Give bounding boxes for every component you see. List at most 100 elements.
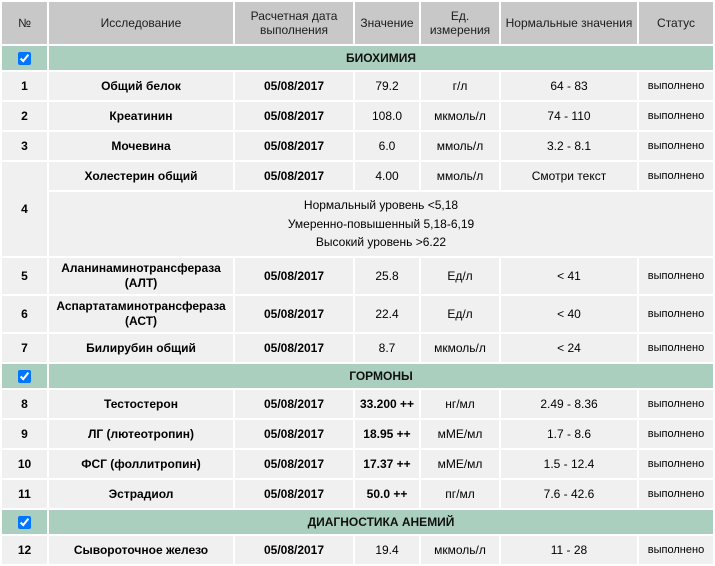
status-text: выполнено xyxy=(639,162,713,190)
table-row: 10 ФСГ (фоллитропин) 05/08/2017 17.37 ++ мМЕ… xyxy=(2,450,713,478)
status-text: выполнено xyxy=(639,258,713,294)
normal-range: 1.5 - 12.4 xyxy=(501,450,637,478)
normal-range: 64 - 83 xyxy=(501,72,637,100)
result-date: 05/08/2017 xyxy=(235,334,353,362)
comment-row: Нормальный уровень <5,18 Умеренно-повышен… xyxy=(2,192,713,256)
normal-range: < 24 xyxy=(501,334,637,362)
row-number: 11 xyxy=(2,480,47,508)
result-value: 19.4 xyxy=(355,536,419,564)
result-date: 05/08/2017 xyxy=(235,72,353,100)
test-name: Холестерин общий xyxy=(49,162,233,190)
normal-range: 11 - 28 xyxy=(501,536,637,564)
measurement-unit: г/л xyxy=(421,72,499,100)
measurement-unit: Ед/л xyxy=(421,258,499,294)
table-row: 1 Общий белок 05/08/2017 79.2 г/л 64 - 83 выпо… xyxy=(2,72,713,100)
section-checkbox[interactable] xyxy=(18,516,31,530)
result-value: 6.0 xyxy=(355,132,419,160)
normal-range: Смотри текст xyxy=(501,162,637,190)
measurement-unit: пг/мл xyxy=(421,480,499,508)
row-number: 1 xyxy=(2,72,47,100)
column-header-date: Расчетная дата выполнения xyxy=(235,2,353,44)
row-number: 4 xyxy=(2,162,47,256)
result-value: 108.0 xyxy=(355,102,419,130)
test-name: Сывороточное железо xyxy=(49,536,233,564)
test-name: ЛГ (лютеотропин) xyxy=(49,420,233,448)
table-row: 5 Аланинаминотрансфераза (АЛТ) 05/08/2017 2… xyxy=(2,258,713,294)
status-text: выполнено xyxy=(639,480,713,508)
section-checkbox-cell xyxy=(2,364,47,388)
normal-range: < 41 xyxy=(501,258,637,294)
test-name: Аспартатаминотрансфераза (АСТ) xyxy=(49,296,233,332)
section-row: ГОРМОНЫ xyxy=(2,364,713,388)
result-date: 05/08/2017 xyxy=(235,536,353,564)
result-value: 22.4 xyxy=(355,296,419,332)
column-header-unit: Ед. измерения xyxy=(421,2,499,44)
comment-line: Высокий уровень >6.22 xyxy=(315,235,447,250)
column-header-status: Статус xyxy=(639,2,713,44)
row-number: 5 xyxy=(2,258,47,294)
header-row: № Исследование Расчетная дата выполнения… xyxy=(2,2,713,44)
status-text: выполнено xyxy=(639,420,713,448)
test-name: Эстрадиол xyxy=(49,480,233,508)
result-date: 05/08/2017 xyxy=(235,390,353,418)
status-text: выполнено xyxy=(639,390,713,418)
result-date: 05/08/2017 xyxy=(235,162,353,190)
measurement-unit: Ед/л xyxy=(421,296,499,332)
normal-range: < 40 xyxy=(501,296,637,332)
row-number: 8 xyxy=(2,390,47,418)
result-date: 05/08/2017 xyxy=(235,420,353,448)
measurement-unit: мМЕ/мл xyxy=(421,420,499,448)
table-row: 11 Эстрадиол 05/08/2017 50.0 ++ пг/мл 7.6 - 4… xyxy=(2,480,713,508)
row-number: 7 xyxy=(2,334,47,362)
test-name: Креатинин xyxy=(49,102,233,130)
test-name: Аланинаминотрансфераза (АЛТ) xyxy=(49,258,233,294)
result-date: 05/08/2017 xyxy=(235,450,353,478)
result-value: 18.95 ++ xyxy=(355,420,419,448)
result-value: 17.37 ++ xyxy=(355,450,419,478)
normal-range: 3.2 - 8.1 xyxy=(501,132,637,160)
comment-line: Нормальный уровень <5,18 xyxy=(303,198,459,213)
row-number: 10 xyxy=(2,450,47,478)
measurement-unit: мкмоль/л xyxy=(421,536,499,564)
result-value: 33.200 ++ xyxy=(355,390,419,418)
status-text: выполнено xyxy=(639,102,713,130)
result-date: 05/08/2017 xyxy=(235,480,353,508)
result-value: 50.0 ++ xyxy=(355,480,419,508)
status-text: выполнено xyxy=(639,296,713,332)
normal-range: 2.49 - 8.36 xyxy=(501,390,637,418)
measurement-unit: мкмоль/л xyxy=(421,334,499,362)
table-row: 12 Сывороточное железо 05/08/2017 19.4 мкмол… xyxy=(2,536,713,564)
section-title: БИОХИМИЯ xyxy=(49,46,713,70)
table-row: 3 Мочевина 05/08/2017 6.0 ммоль/л 3.2 - 8.1 вы… xyxy=(2,132,713,160)
test-name: ФСГ (фоллитропин) xyxy=(49,450,233,478)
row-number: 9 xyxy=(2,420,47,448)
section-row: БИОХИМИЯ xyxy=(2,46,713,70)
status-text: выполнено xyxy=(639,72,713,100)
column-header-test: Исследование xyxy=(49,2,233,44)
status-text: выполнено xyxy=(639,132,713,160)
row-number: 2 xyxy=(2,102,47,130)
section-checkbox[interactable] xyxy=(18,370,31,384)
table-row: 6 Аспартатаминотрансфераза (АСТ) 05/08/201… xyxy=(2,296,713,332)
section-title: ДИАГНОСТИКА АНЕМИЙ xyxy=(49,510,713,534)
result-date: 05/08/2017 xyxy=(235,102,353,130)
column-header-normal: Нормальные значения xyxy=(501,2,637,44)
result-date: 05/08/2017 xyxy=(235,258,353,294)
section-title: ГОРМОНЫ xyxy=(49,364,713,388)
status-text: выполнено xyxy=(639,334,713,362)
test-name: Билирубин общий xyxy=(49,334,233,362)
table-row: 8 Тестостерон 05/08/2017 33.200 ++ нг/мл 2.49… xyxy=(2,390,713,418)
table-row: 2 Креатинин 05/08/2017 108.0 мкмоль/л 74 - 11… xyxy=(2,102,713,130)
normal-range: 7.6 - 42.6 xyxy=(501,480,637,508)
section-checkbox[interactable] xyxy=(18,52,31,66)
normal-range: 74 - 110 xyxy=(501,102,637,130)
column-header-value: Значение xyxy=(355,2,419,44)
table-row: 4 Холестерин общий 05/08/2017 4.00 ммоль/л См… xyxy=(2,162,713,256)
table-row: 7 Билирубин общий 05/08/2017 8.7 мкмоль/л < 2… xyxy=(2,334,713,362)
measurement-unit: нг/мл xyxy=(421,390,499,418)
result-value: 8.7 xyxy=(355,334,419,362)
test-name: Тестостерон xyxy=(49,390,233,418)
result-date: 05/08/2017 xyxy=(235,296,353,332)
test-name: Общий белок xyxy=(49,72,233,100)
